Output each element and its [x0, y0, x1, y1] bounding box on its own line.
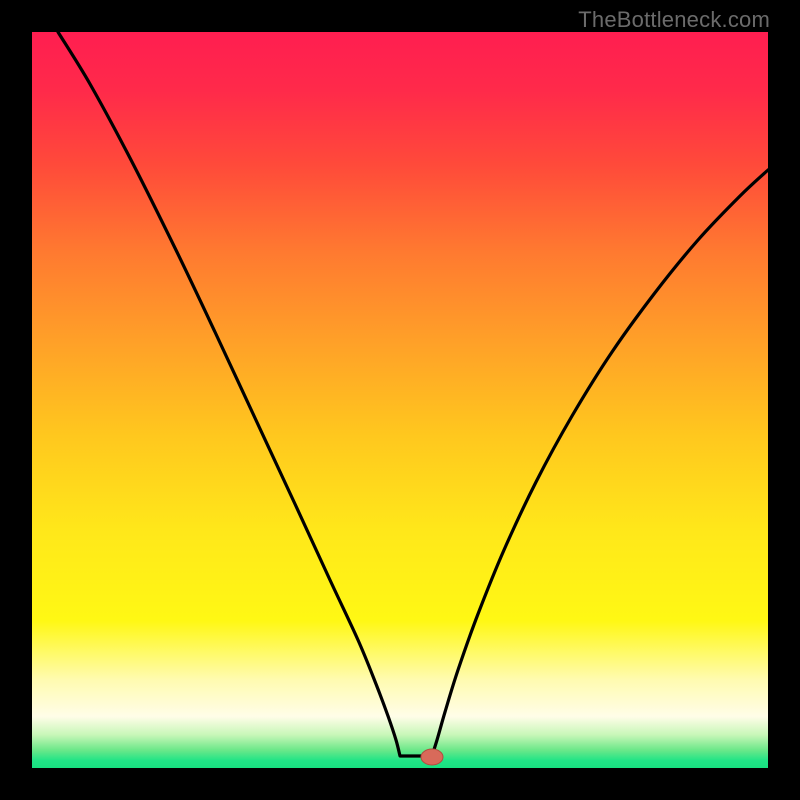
bottleneck-curve: [58, 32, 768, 756]
chart-frame: TheBottleneck.com: [0, 0, 800, 800]
curve-layer: [0, 0, 800, 800]
minimum-marker: [421, 749, 443, 765]
watermark-text: TheBottleneck.com: [578, 7, 770, 33]
